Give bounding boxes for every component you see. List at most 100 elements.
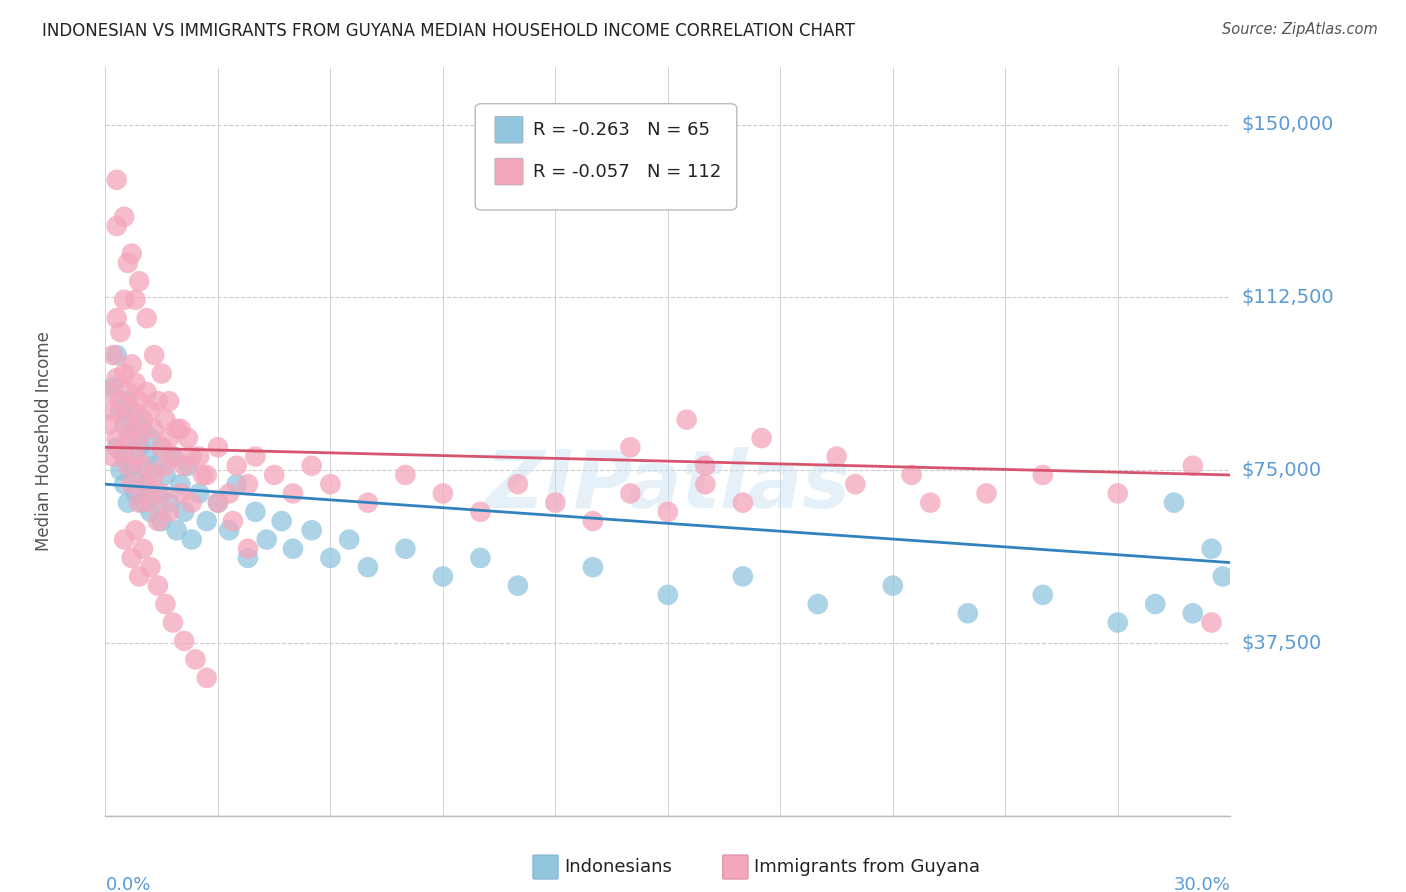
Point [169,477,191,491]
Point [155,458,177,473]
Point [105,173,128,187]
Point [619,440,641,454]
Point [121,551,143,566]
Point [1032,588,1054,602]
Point [124,293,146,307]
Point [117,458,139,473]
Point [301,458,323,473]
Point [124,376,146,390]
Point [1144,597,1167,611]
Point [132,495,155,509]
Point [222,514,245,528]
Point [319,477,342,491]
Point [731,495,754,509]
Point [110,463,132,477]
Point [180,533,202,547]
Point [155,597,177,611]
Point [105,348,128,362]
Point [506,579,529,593]
Point [121,403,143,417]
Point [146,579,169,593]
Point [844,477,866,491]
Point [112,477,135,491]
Point [882,579,904,593]
Point [105,219,128,233]
Point [195,514,218,528]
Point [132,541,155,556]
Point [135,450,157,464]
Point [128,440,150,454]
Point [357,560,380,574]
Point [195,671,218,685]
Point [98,384,121,399]
Point [132,412,155,426]
Point [173,458,195,473]
Point [143,467,166,482]
Text: R = -0.057   N = 112: R = -0.057 N = 112 [533,162,721,180]
Point [695,458,717,473]
Point [188,450,211,464]
Point [117,394,139,409]
Text: 30.0%: 30.0% [1174,876,1230,892]
Point [177,458,200,473]
Point [105,371,128,385]
Point [121,246,143,260]
Point [675,412,697,426]
Point [121,477,143,491]
Point [236,541,259,556]
Point [112,367,135,381]
Point [357,495,380,509]
Point [150,440,173,454]
Text: Immigrants from Guyana: Immigrants from Guyana [754,858,980,876]
Point [218,486,240,500]
Point [225,477,247,491]
Point [101,348,124,362]
Point [112,450,135,464]
Point [177,431,200,445]
Point [117,431,139,445]
Point [105,311,128,326]
Point [218,524,240,538]
Point [432,569,454,583]
Point [135,477,157,491]
Text: Median Household Income: Median Household Income [35,332,52,551]
Point [394,541,416,556]
Point [155,467,177,482]
Point [1212,569,1234,583]
Point [121,458,143,473]
Text: Indonesians: Indonesians [564,858,672,876]
Point [1107,486,1129,500]
Point [281,486,304,500]
Point [128,569,150,583]
Point [225,458,247,473]
Point [150,514,173,528]
Text: $75,000: $75,000 [1241,461,1322,480]
Point [1032,467,1054,482]
Text: Source: ZipAtlas.com: Source: ZipAtlas.com [1222,22,1378,37]
Point [124,450,146,464]
Text: 0.0%: 0.0% [105,876,150,892]
Point [110,445,132,459]
Point [169,422,191,436]
Point [1201,615,1223,630]
Point [270,514,292,528]
Point [124,524,146,538]
Point [956,607,979,621]
Point [124,486,146,500]
Point [112,412,135,426]
Point [180,450,202,464]
Point [101,380,124,394]
Point [657,588,679,602]
Point [135,311,157,326]
Point [470,551,492,566]
Point [544,495,567,509]
Point [976,486,998,500]
Point [731,569,754,583]
Point [807,597,830,611]
Point [1201,541,1223,556]
Point [112,533,135,547]
Point [191,467,214,482]
Point [139,495,162,509]
Point [112,210,135,224]
Point [155,412,177,426]
